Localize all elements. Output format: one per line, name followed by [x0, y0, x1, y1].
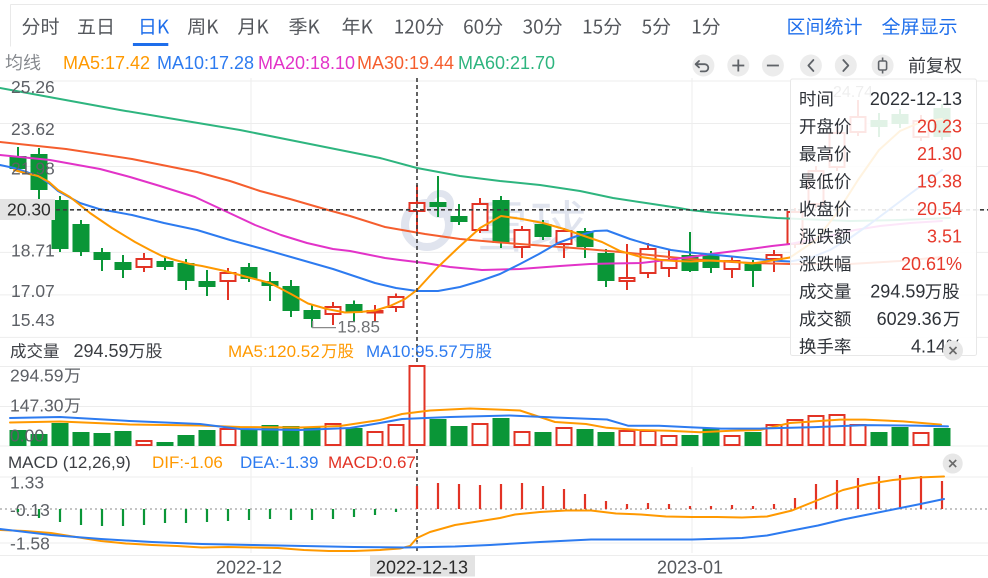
- svg-text:6029.36: 6029.36: [877, 309, 942, 329]
- svg-text:MA5:120.52: MA5:120.52: [228, 342, 320, 361]
- svg-text:MA20:18.10: MA20:18.10: [258, 53, 355, 73]
- svg-text:21.98: 21.98: [11, 158, 55, 178]
- svg-text:DEA:-1.39: DEA:-1.39: [240, 453, 318, 472]
- svg-text:25.26: 25.26: [11, 77, 55, 97]
- svg-text:MA60:21.70: MA60:21.70: [458, 53, 555, 73]
- svg-text:21.30: 21.30: [917, 144, 962, 164]
- svg-text:1.33: 1.33: [10, 472, 44, 492]
- svg-text:15.85: 15.85: [337, 318, 380, 337]
- svg-text:2022-12-13: 2022-12-13: [870, 89, 962, 109]
- svg-text:MA30:19.44: MA30:19.44: [357, 53, 454, 73]
- svg-text:0.00: 0.00: [10, 426, 44, 446]
- svg-text:MA5:17.42: MA5:17.42: [63, 53, 150, 73]
- svg-text:-0.13: -0.13: [10, 500, 50, 520]
- svg-text:20.23: 20.23: [917, 117, 962, 137]
- svg-text:2022-12: 2022-12: [216, 558, 282, 578]
- svg-text:20.30: 20.30: [7, 200, 51, 220]
- svg-text:147.30: 147.30: [10, 396, 64, 416]
- svg-text:3.51: 3.51: [927, 227, 962, 247]
- svg-text:18.71: 18.71: [11, 240, 55, 260]
- svg-text:20.54: 20.54: [917, 199, 962, 219]
- svg-text:MA10:17.28: MA10:17.28: [157, 53, 254, 73]
- svg-text:MACD (12,26,9): MACD (12,26,9): [8, 453, 131, 472]
- svg-text:2022-12-13: 2022-12-13: [376, 558, 468, 578]
- svg-text:294.59: 294.59: [870, 282, 925, 302]
- svg-text:20.61%: 20.61%: [901, 254, 962, 274]
- svg-text:23.62: 23.62: [11, 119, 55, 139]
- svg-text:19.38: 19.38: [917, 172, 962, 192]
- svg-text:-1.58: -1.58: [10, 533, 50, 553]
- svg-text:2023-01: 2023-01: [657, 558, 723, 578]
- svg-text:17.07: 17.07: [11, 281, 55, 301]
- svg-text:15.43: 15.43: [11, 310, 55, 330]
- svg-text:294.59: 294.59: [10, 366, 64, 386]
- svg-text:MA10:95.57: MA10:95.57: [366, 342, 458, 361]
- svg-text:294.59: 294.59: [74, 341, 129, 361]
- svg-text:DIF:-1.06: DIF:-1.06: [152, 453, 223, 472]
- svg-text:MACD:0.67: MACD:0.67: [328, 453, 416, 472]
